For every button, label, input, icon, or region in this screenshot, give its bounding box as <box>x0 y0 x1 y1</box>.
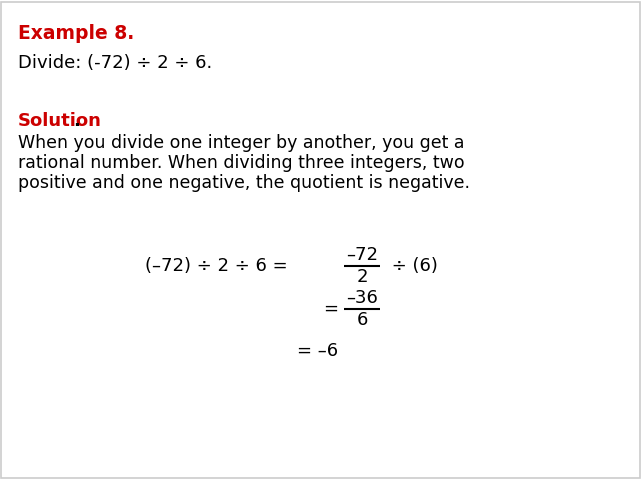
Text: Solution: Solution <box>18 112 102 130</box>
Text: –36: –36 <box>346 289 378 307</box>
Text: =: = <box>323 300 338 318</box>
Text: 6: 6 <box>356 311 368 329</box>
Text: 2: 2 <box>356 268 368 286</box>
Text: = –6: = –6 <box>297 342 338 360</box>
Text: rational number. When dividing three integers, two: rational number. When dividing three int… <box>18 154 465 172</box>
Text: Divide: (-72) ÷ 2 ÷ 6.: Divide: (-72) ÷ 2 ÷ 6. <box>18 54 213 72</box>
Text: positive and one negative, the quotient is negative.: positive and one negative, the quotient … <box>18 174 470 192</box>
Text: When you divide one integer by another, you get a: When you divide one integer by another, … <box>18 134 465 152</box>
Text: (–72) ÷ 2 ÷ 6 =: (–72) ÷ 2 ÷ 6 = <box>145 257 288 275</box>
Text: ÷ (6): ÷ (6) <box>386 257 438 275</box>
Text: –72: –72 <box>346 246 378 264</box>
Text: Example 8.: Example 8. <box>18 24 134 43</box>
Text: .: . <box>73 112 80 130</box>
